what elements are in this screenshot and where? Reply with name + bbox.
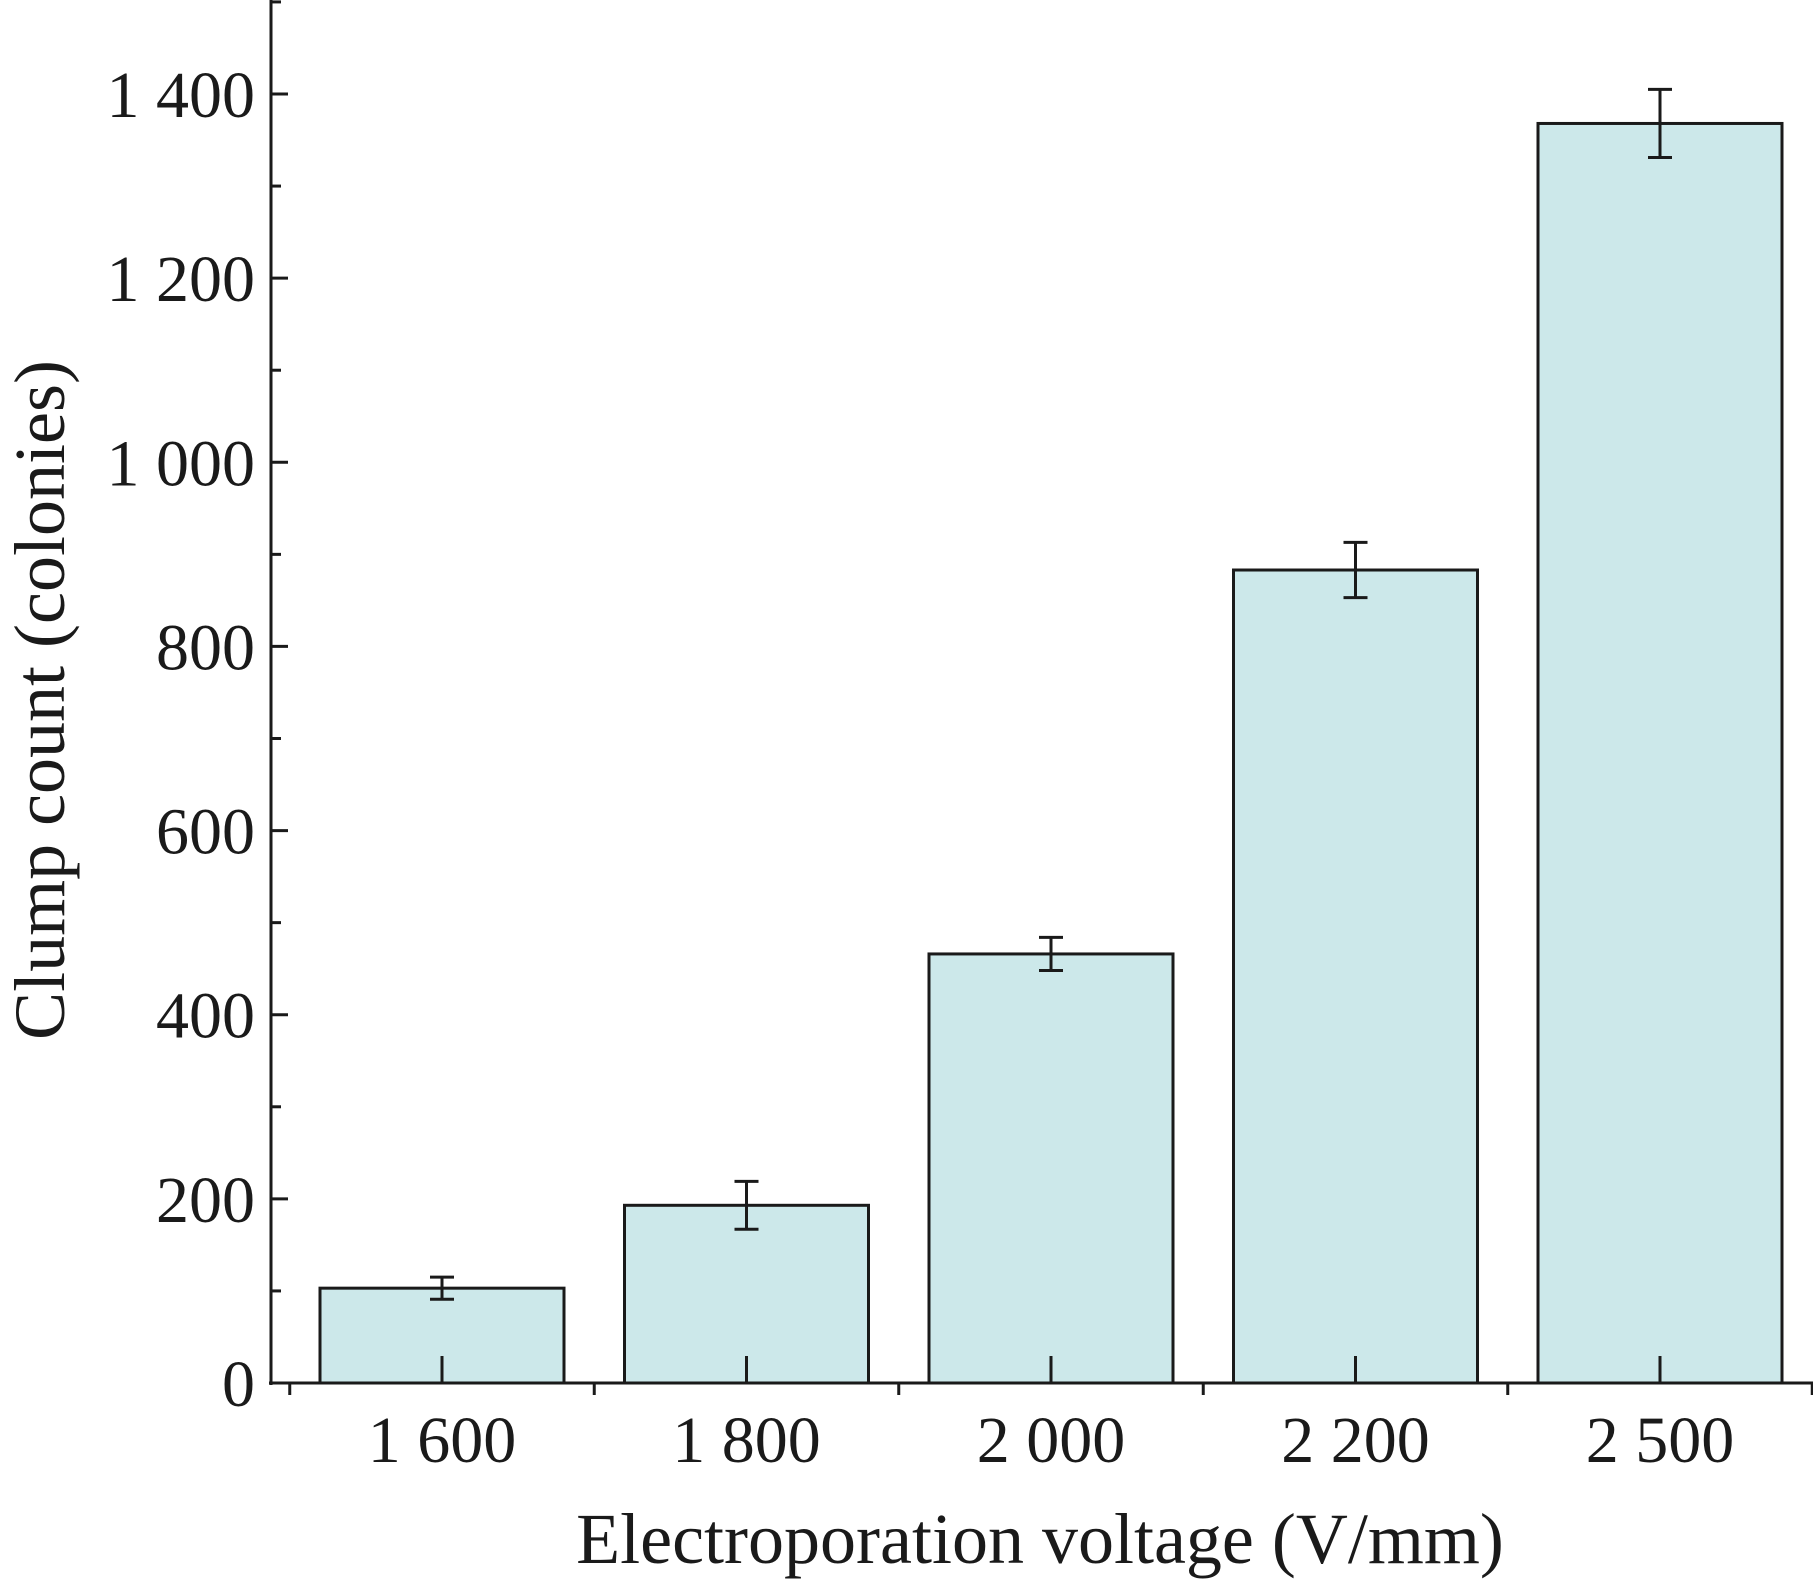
- x-tick-label: 1 800: [672, 1404, 821, 1477]
- x-tick-label: 2 200: [1281, 1404, 1430, 1477]
- bar: [927, 952, 1175, 1385]
- y-tick-label: 800: [156, 611, 255, 684]
- bar: [1232, 568, 1479, 1385]
- y-tick-label: 1 000: [107, 427, 256, 500]
- x-tick-label: 1 600: [368, 1404, 517, 1477]
- x-tick-label: 2 500: [1586, 1404, 1735, 1477]
- bars: [318, 87, 1784, 1385]
- y-minor-ticks: [271, 0, 281, 1293]
- y-tick-label: 1 400: [107, 59, 256, 132]
- y-tick-label: 400: [156, 980, 255, 1053]
- bar: [623, 1203, 870, 1385]
- x-tick-label: 2 000: [977, 1404, 1126, 1477]
- y-tick-label: 1 200: [107, 243, 256, 316]
- y-axis-title: Clump count (colonies): [0, 360, 80, 1040]
- y-tick-label: 600: [156, 796, 255, 869]
- y-tick-label: 200: [156, 1164, 255, 1237]
- x-axis-ticks: 1 600 1 800 2 000 2 200 2 500: [288, 1356, 1813, 1477]
- bar: [1536, 121, 1784, 1385]
- x-axis-title: Electroporation voltage (V/mm): [576, 1499, 1504, 1579]
- y-axis-ticks: 0 200 400 600 800 1 000 1 200 1 400: [107, 59, 288, 1421]
- y-tick-label: 0: [222, 1348, 255, 1421]
